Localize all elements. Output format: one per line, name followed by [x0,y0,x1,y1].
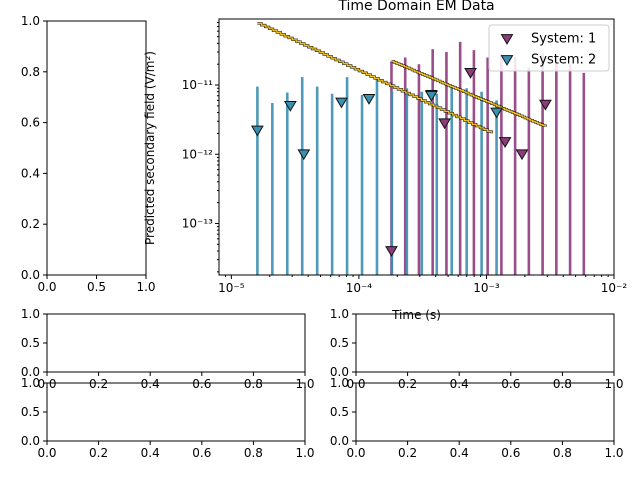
legend-label: System: 1 [531,32,596,47]
x-tick-label: 0.6 [501,446,520,460]
data-point [297,149,311,161]
predicted-curve [391,60,547,127]
x-tick-label: 10⁻⁵ [218,281,245,295]
data-point [490,107,503,119]
x-tick-label: 1.0 [295,446,314,460]
legend-marker [500,34,514,45]
x-tick-label: 0.6 [501,377,520,391]
axes-small-2: 0.0 0.2 0.4 0.6 0.8 1.00.00.51.0 [330,307,624,391]
data-point [515,149,529,161]
x-tick-label: 10⁻² [601,281,628,295]
x-tick-label: 0.8 [244,446,263,460]
axes-small-4: 0.0 0.2 0.4 0.6 0.8 1.0 0.0 0.5 1.0 [330,376,624,460]
legend: System: 1 System: 2 [488,24,610,72]
y-tick-label: 0.5 [21,405,40,419]
x-tick-label: 0.8 [553,377,572,391]
y-tick-label: 0.2 [21,217,40,231]
y-tick-label: 0.0 [21,434,40,448]
legend-label: System: 2 [531,53,596,68]
x-tick-label: 0.4 [450,377,469,391]
x-tick-label: 0.5 [87,280,106,294]
y-axis-label: Predicted secondary field (V/m²) [143,51,157,245]
x-tick-label: 0.6 [192,446,211,460]
data-point [251,125,264,137]
y-tick-label: 10⁻¹¹ [182,78,213,92]
y-tick-label: 1.0 [21,307,40,321]
x-tick-label: 0.8 [553,446,572,460]
data-point [539,99,552,111]
x-tick-label: 0.0 [37,280,56,294]
data-point [385,246,398,257]
x-tick-label: 0.4 [141,446,160,460]
chart-title: Time Domain EM Data [337,0,494,14]
predicted-curve [257,22,493,134]
axes-small-1: 0.0 0.2 0.4 0.6 0.8 1.00.00.51.0 [21,307,315,391]
data-point [438,118,452,130]
x-tick-label: 0.0 [37,446,56,460]
y-tick-label: 0.4 [21,166,40,180]
y-tick-label: 0.8 [21,65,40,79]
axes-empty-left: 0.0 0.5 1.0 0.0 0.2 0.4 0.6 0.8 1.0 [21,14,156,294]
x-tick-label: 1.0 [136,280,155,294]
y-tick-label: 1.0 [21,376,40,390]
data-point [498,137,512,148]
x-tick-label: 0.2 [89,446,108,460]
y-tick-label: 0.5 [21,336,40,350]
plot-area [251,22,586,275]
data-point [335,97,348,109]
x-tick-label: 10⁻³ [473,281,500,295]
x-tick-label: 0.2 [89,377,108,391]
axes-main: 10⁻⁵ 10⁻⁴ 10⁻³ 10⁻² 10⁻¹³ 10⁻¹² 10⁻¹¹ Time Doma… [143,0,627,322]
data-point [464,67,477,79]
legend-marker [500,55,514,66]
x-tick-label: 0.4 [450,446,469,460]
y-tick-label: 0.0 [21,268,40,282]
y-tick-label: 0.6 [21,116,40,130]
y-tick-label: 1.0 [330,307,349,321]
axes-frame [218,18,615,276]
axes-frame [46,20,147,276]
y-tick-label: 0.0 [330,434,349,448]
x-tick-label: 10⁻⁴ [346,281,373,295]
data-point [283,100,297,112]
y-tick-label: 10⁻¹² [182,147,213,161]
y-tick-label: 1.0 [21,14,40,28]
y-tick-label: 0.0 [21,365,40,379]
x-tick-label: 0.4 [141,377,160,391]
x-tick-label: 0.8 [244,377,263,391]
x-tick-label: 0.6 [192,377,211,391]
data-point [425,90,438,102]
data-point [362,94,376,105]
legend-box [488,24,610,72]
x-tick-label: 1.0 [604,446,623,460]
y-tick-label: 10⁻¹³ [182,216,213,230]
axes-frame [46,313,306,373]
x-tick-label: 0.0 [346,446,365,460]
x-tick-label: 0.2 [398,377,417,391]
y-tick-label: 0.5 [330,405,349,419]
y-tick-label: 0.0 [330,365,349,379]
y-tick-label: 1.0 [330,376,349,390]
axes-frame [355,382,615,442]
y-tick-label: 0.5 [330,336,349,350]
x-tick-label: 0.2 [398,446,417,460]
axes-frame [46,382,306,442]
axes-small-3: 0.0 0.2 0.4 0.6 0.8 1.0 0.0 0.5 1.0 [21,376,315,460]
axes-frame [355,313,615,373]
x-axis-label: Time (s) [391,308,441,322]
